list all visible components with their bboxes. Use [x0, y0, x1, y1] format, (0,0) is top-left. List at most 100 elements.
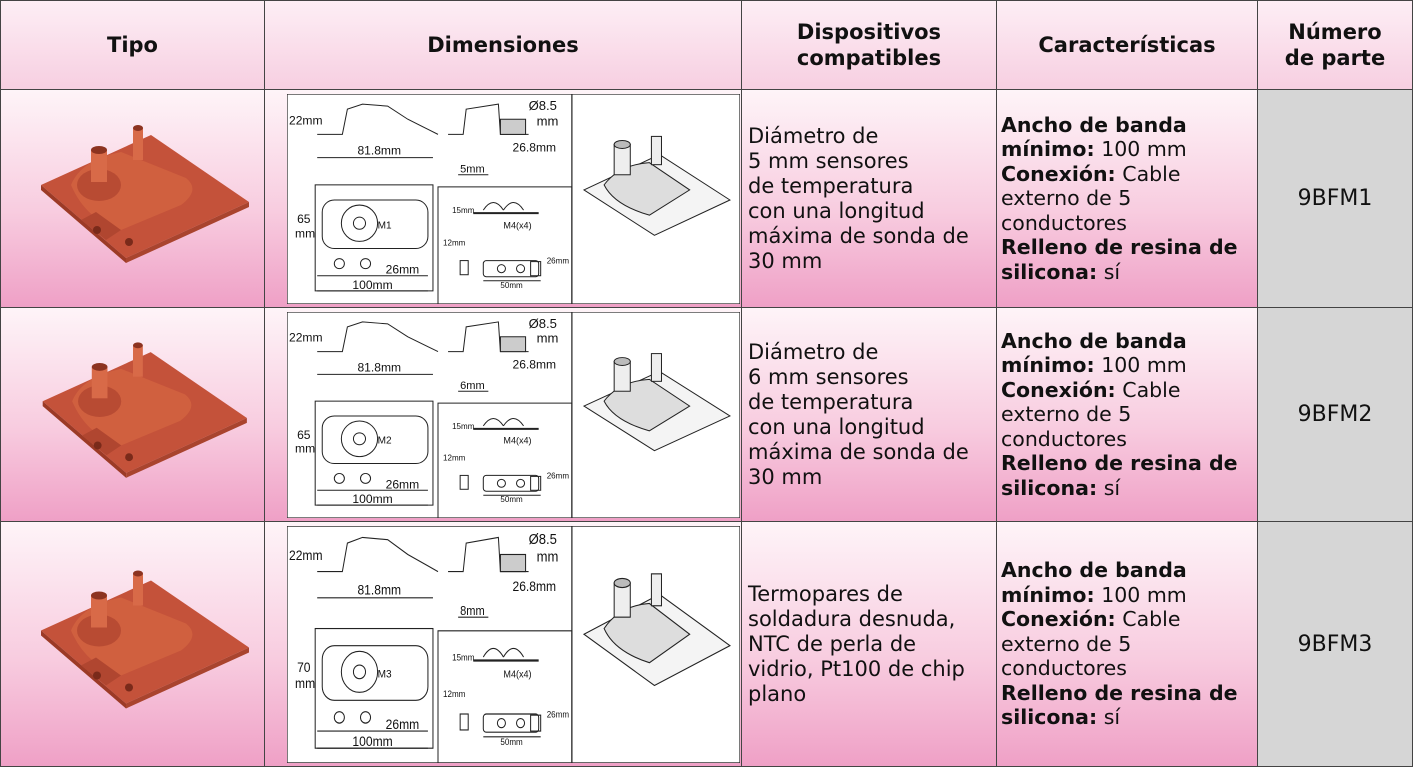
type-cell — [0, 90, 265, 308]
dimension-label: 12mm — [443, 688, 465, 699]
drawing-line — [530, 714, 542, 732]
devices-line: con una longitud — [748, 198, 925, 223]
devices-line: con una longitud — [748, 414, 925, 439]
drawing-line — [482, 202, 524, 211]
devices-line: de temperatura — [748, 173, 914, 198]
features-cell: Ancho de banda mínimo: 100 mm Conexión: C… — [997, 522, 1258, 767]
feature-value: Cable externo de 5 conductores — [1001, 377, 1181, 451]
dimension-label: 50mm — [500, 281, 523, 290]
dimension-label: 81.8mm — [357, 582, 401, 598]
header-cell: Dispositivos compatibles — [742, 0, 997, 90]
photo-shape — [77, 614, 121, 647]
part-cell: 9BFM3 — [1258, 522, 1413, 767]
dimension-label: 100mm — [352, 278, 392, 292]
dimension-label: Ø8.5 — [529, 316, 557, 331]
photo-shape — [133, 570, 143, 577]
feature-label: Conexión: — [1001, 607, 1116, 632]
feature-value: Cable externo de 5 conductores — [1001, 161, 1181, 235]
header-cell: Tipo — [0, 0, 265, 90]
dimension-label: 22mm — [289, 547, 323, 563]
dimension-drawing: 22mm81.8mmØ8.5mm26.8mm5mm65mmM126mm100mm… — [287, 94, 740, 304]
drawing-line — [359, 711, 372, 724]
feature-label: Ancho de banda mínimo: — [1001, 328, 1187, 378]
dimension-label: 26mm — [386, 477, 420, 491]
dimension-label: 15mm — [452, 422, 475, 431]
photo-shape — [91, 591, 107, 600]
drawing-line — [499, 336, 527, 353]
drawing-line — [352, 216, 367, 230]
feature-value: sí — [1103, 475, 1121, 500]
devices-line: Termopares de — [748, 581, 903, 606]
header-cell: Número de parte — [1258, 0, 1413, 90]
photo-shape — [77, 169, 121, 201]
header-text: Dimensiones — [427, 32, 579, 57]
feature-label: Relleno de resina de silicona: — [1001, 451, 1238, 500]
dimension-label: 26.8mm — [512, 578, 556, 594]
devices-line: Diámetro de — [748, 339, 879, 364]
feature: Conexión: Cable externo de 5 conductores — [1001, 607, 1253, 681]
photo-shape — [133, 345, 143, 377]
photo-shape — [91, 362, 108, 371]
dimension-label: 22mm — [289, 331, 323, 345]
drawing-line — [530, 475, 542, 491]
feature-label: Conexión: — [1001, 377, 1116, 402]
dimension-label: 65 — [297, 428, 311, 442]
devices-line: NTC de perla de — [748, 631, 917, 656]
part-number: 9BFM1 — [1297, 186, 1373, 211]
type-cell — [0, 522, 265, 767]
drawing-line — [340, 420, 379, 458]
drawing-line — [499, 553, 527, 573]
feature-label: Relleno de resina de silicona: — [1001, 680, 1238, 730]
part-cell: 9BFM2 — [1258, 308, 1413, 522]
dimensions-cell: 22mm 81.8mm Ø8.5 mm 26.8mm 8mm 70 mm M3 26mm 100mm… — [265, 522, 742, 767]
photo-shape — [81, 212, 121, 240]
dimension-label: Ø8.5 — [529, 530, 558, 547]
drawing-line — [482, 417, 524, 427]
type-cell — [0, 308, 265, 522]
part-number: 9BFM3 — [1297, 631, 1373, 657]
drawing-line — [321, 199, 429, 249]
photo-shape — [133, 573, 143, 606]
feature-label: Relleno de resina de silicona: — [1001, 235, 1238, 284]
features-text: Ancho de banda mínimo: 100 mm Conexión: C… — [1001, 329, 1253, 501]
drawing-line — [482, 260, 540, 278]
dimension-label: M4(x4) — [503, 436, 531, 446]
photo-shape — [91, 595, 107, 628]
drawing-line — [482, 713, 540, 733]
header-cell: Dimensiones — [265, 0, 742, 90]
features-text: Ancho de banda mínimo: 100 mm Conexión: C… — [1001, 113, 1253, 285]
drawing-line — [317, 103, 439, 135]
dimension-label: 81.8mm — [357, 361, 401, 375]
devices-line: 6 mm sensores — [748, 364, 909, 389]
header-text: Dispositivos compatibles — [796, 19, 942, 70]
dimension-label: 65 — [297, 212, 311, 226]
header-text: Características — [1038, 32, 1216, 57]
dimensions-cell: 22mm 81.8mm Ø8.5 mm 26.8mm 5mm 65 mm M1 26mm 100mm… — [265, 90, 742, 308]
drawing-line — [333, 711, 345, 724]
dimension-label: Ø8.5 — [529, 98, 557, 113]
dimension-label: 26mm — [547, 471, 570, 480]
photo-shape — [81, 427, 122, 456]
model-label: M3 — [378, 668, 392, 681]
feature: Conexión: Cable externo de 5 conductores — [1001, 162, 1253, 236]
devices-line: 5 mm sensores — [748, 148, 909, 173]
drawing-line — [333, 472, 345, 484]
dimension-label: 100mm — [352, 492, 392, 506]
dimension-label: 22mm — [289, 113, 323, 127]
header-cell: Características — [997, 0, 1258, 90]
feature-value: 100 mm — [1101, 353, 1187, 378]
dimension-label: 8mm — [460, 603, 485, 618]
feature-value: Cable externo de 5 conductores — [1001, 607, 1181, 681]
model-label: M2 — [378, 436, 392, 447]
drawing-line — [530, 261, 542, 277]
feature-value: sí — [1103, 705, 1121, 730]
dimension-label: mm — [295, 442, 315, 456]
photo-shape — [133, 128, 143, 160]
part-number: 9BFM2 — [1297, 402, 1373, 427]
feature: Relleno de resina de silicona: sí — [1001, 681, 1253, 730]
photo-shape — [78, 385, 122, 417]
drawing-line — [359, 472, 372, 484]
model-label: M1 — [378, 220, 392, 231]
dimension-label: mm — [537, 548, 559, 565]
drawing-line — [437, 630, 573, 763]
